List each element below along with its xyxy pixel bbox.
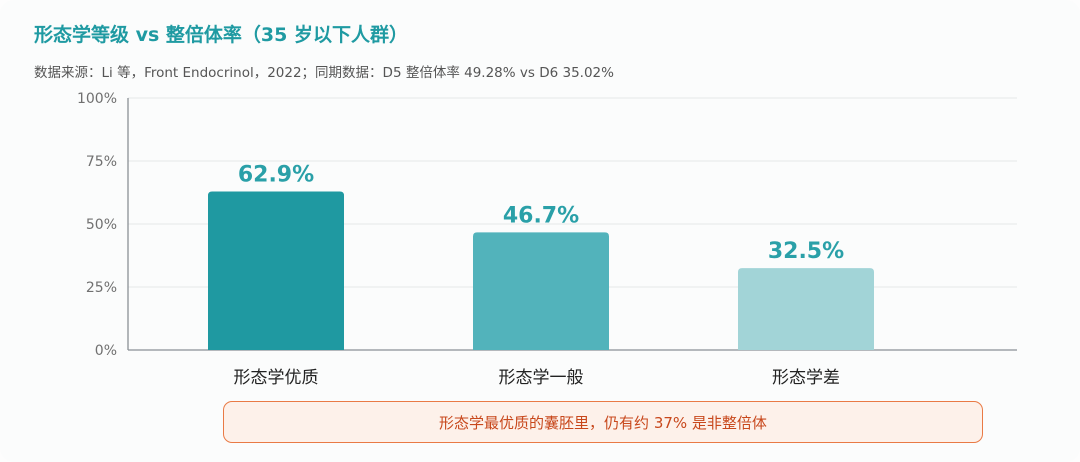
x-tick-label: 形态学优质	[234, 368, 319, 388]
bar	[208, 191, 344, 350]
chart-subtitle: 数据来源：Li 等，Front Endocrinol，2022；同期数据：D5 …	[34, 65, 614, 81]
bar-value-label: 46.7%	[503, 203, 579, 228]
x-tick-label: 形态学一般	[499, 368, 584, 388]
bar-value-label: 32.5%	[768, 239, 844, 264]
bar	[473, 232, 609, 350]
y-tick-label: 75%	[86, 154, 117, 170]
chart-title: 形态学等级 vs 整倍体率（35 岁以下人群）	[34, 24, 408, 46]
y-tick-label: 50%	[86, 217, 117, 233]
x-tick-label: 形态学差	[772, 368, 840, 388]
bar	[738, 268, 874, 350]
y-tick-label: 25%	[86, 280, 117, 296]
callout-box: 形态学最优质的囊胚里，仍有约 37% 是非整倍体	[223, 401, 983, 443]
callout-text: 形态学最优质的囊胚里，仍有约 37% 是非整倍体	[439, 413, 767, 432]
y-tick-label: 100%	[77, 91, 117, 107]
y-tick-label: 0%	[95, 343, 117, 359]
bar-value-label: 62.9%	[238, 162, 314, 187]
